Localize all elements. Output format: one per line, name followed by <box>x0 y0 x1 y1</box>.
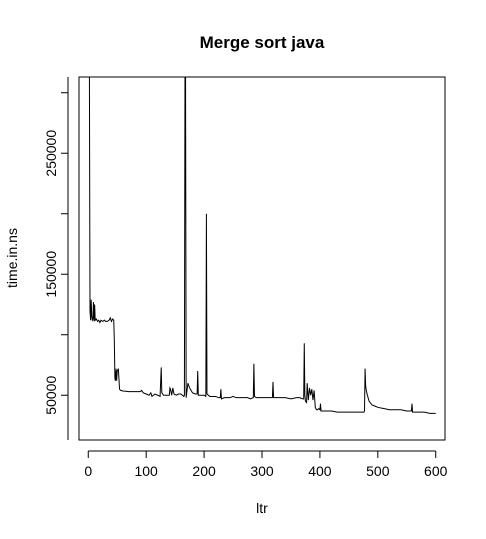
x-tick-label: 500 <box>366 463 390 479</box>
y-axis: 50000 150000 250000 <box>43 77 69 440</box>
y-tick-label: 50000 <box>43 376 59 415</box>
y-tick-label: 150000 <box>43 251 59 298</box>
x-tick-label: 0 <box>84 463 92 479</box>
plot-frame <box>78 76 446 441</box>
y-axis-label: time.in.ns <box>4 228 20 288</box>
plot-area <box>88 77 436 414</box>
x-tick-label: 200 <box>192 463 216 479</box>
x-axis: 0 100 200 300 400 500 600 <box>84 450 448 479</box>
series-line <box>88 77 436 414</box>
x-tick-label: 300 <box>250 463 274 479</box>
x-tick-label: 600 <box>424 463 448 479</box>
x-axis-label: ltr <box>256 500 268 516</box>
x-tick-label: 400 <box>308 463 332 479</box>
x-tick-label: 100 <box>134 463 158 479</box>
chart-title: Merge sort java <box>200 33 325 52</box>
y-tick-label: 250000 <box>43 130 59 177</box>
